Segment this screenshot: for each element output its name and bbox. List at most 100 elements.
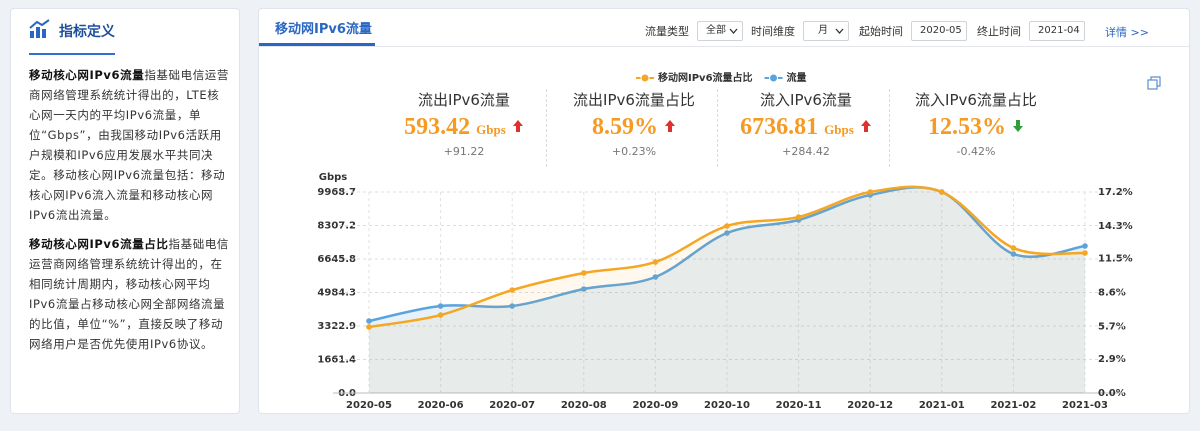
y-axis-unit: Gbps (319, 172, 348, 183)
term: 移动核心网IPv6流量 (29, 68, 145, 82)
y2-tick-label: 14.3% (1098, 221, 1133, 232)
title-underline (29, 53, 115, 55)
point (437, 303, 444, 309)
x-tick-label: 2020-11 (776, 400, 822, 411)
y2-tick-label: 11.5% (1098, 254, 1133, 265)
kpi-value-row: 6736.81 Gbps (721, 111, 891, 143)
point (437, 312, 444, 318)
x-tick-label: 2020-12 (847, 400, 893, 411)
definition-card: 指标定义 移动核心网IPv6流量指基础电信运营商网络管理系统统计得出的，LTE核… (10, 8, 240, 414)
point (795, 214, 802, 220)
kpi-separator (889, 89, 890, 167)
select[interactable]: 月 (803, 21, 849, 41)
point (724, 223, 730, 229)
legend-label[interactable]: 流量 (787, 71, 807, 84)
x-tick-label: 2021-01 (919, 400, 965, 411)
kpi-value: 593.42 (404, 114, 471, 140)
kpi-value-row: 593.42 Gbps (379, 111, 549, 143)
kpi-value-row: 12.53% (891, 111, 1061, 143)
y-tick-label: 8307.2 (317, 221, 356, 232)
kpi-value: 12.53% (928, 114, 1006, 140)
y-tick-label: 1661.4 (317, 355, 356, 366)
arrow-shape (512, 120, 523, 132)
tab-underline (259, 43, 375, 46)
arrow-shape (665, 120, 675, 132)
kpi-label: 流入IPv6流量占比 (915, 91, 1037, 109)
x-tick-label: 2020-10 (704, 400, 750, 411)
point (509, 287, 515, 293)
card-title: 指标定义 (59, 24, 115, 40)
definition-text: 移动核心网IPv6流量指基础电信运营商网络管理系统统计得出的，LTE核心网一天内… (29, 65, 231, 363)
kpi: 流入IPv6流量占比 12.53% -0.42% (891, 89, 1061, 158)
point (1082, 250, 1088, 256)
point (867, 189, 873, 195)
y-tick-label: 3322.9 (317, 321, 356, 332)
x-tick-label: 2020-09 (632, 400, 678, 411)
area (369, 186, 1085, 393)
y-tick-label: 4984.3 (317, 288, 356, 299)
select[interactable]: 全部 (697, 21, 743, 41)
kpi: 流出IPv6流量 593.42 Gbps +91.22 (379, 89, 549, 158)
paragraph: 移动核心网IPv6流量指基础电信运营商网络管理系统统计得出的，LTE核心网一天内… (29, 65, 231, 225)
point (581, 286, 587, 292)
point (724, 230, 730, 236)
y2-tick-label: 2.9% (1098, 354, 1126, 365)
point (1010, 251, 1017, 257)
filter-label: 时间维度 (751, 25, 795, 38)
definition: 指基础电信运营商网络管理系统统计得出的，LTE核心网一天内的平均IPv6流量，单… (29, 68, 230, 222)
divider (259, 46, 1189, 47)
detail-link[interactable]: 详情 >> (1105, 26, 1149, 39)
legend-marker (769, 73, 779, 83)
y2-tick-label: 17.2% (1098, 187, 1133, 198)
y-tick-label: 9968.7 (317, 187, 356, 198)
point (1082, 243, 1088, 249)
kpi-change: +91.22 (443, 145, 485, 158)
trend-arrow (860, 120, 871, 132)
y2-tick-label: 0.0% (1098, 388, 1126, 399)
kpi-separator (717, 89, 718, 167)
kpi-label: 流出IPv6流量 (418, 91, 510, 109)
filter-label: 终止时间 (977, 25, 1021, 38)
tab[interactable]: 移动网IPv6流量 (275, 22, 372, 37)
date-input[interactable]: 2021-04 (1029, 21, 1085, 41)
kpi-change: +0.23% (611, 145, 657, 158)
legend-marker (640, 73, 650, 83)
copy-icon[interactable] (1147, 76, 1161, 90)
chart-card: 移动网IPv6流量 流量类型 全部 时间维度 月 起始时间 2020-05 终止… (258, 8, 1190, 414)
kpi-unit: Gbps (824, 122, 854, 137)
x-tick-label: 2020-08 (561, 400, 607, 411)
y-tick-label: 6645.8 (317, 254, 356, 265)
kpi-label: 流出IPv6流量占比 (573, 91, 695, 109)
chevron (835, 28, 844, 34)
paragraph: 移动核心网IPv6流量占比指基础电信运营商网络管理系统统计得出的，在相同统计周期… (29, 234, 231, 354)
kpi-value: 6736.81 (740, 114, 819, 140)
title-icon (29, 19, 50, 38)
kpi-separator (546, 89, 547, 167)
y2-tick-label: 8.6% (1098, 288, 1126, 299)
select-value: 月 (818, 25, 828, 36)
point (939, 189, 945, 195)
x-tick-label: 2021-02 (990, 400, 1036, 411)
legend-label[interactable]: 移动网IPv6流量占比 (658, 71, 753, 84)
x-tick-label: 2020-07 (489, 400, 535, 411)
point (366, 324, 372, 330)
select-value: 全部 (706, 25, 726, 36)
x-tick-label: 2020-05 (346, 400, 392, 411)
definition: 指基础电信运营商网络管理系统统计得出的，在相同统计周期内，移动核心网平均IPv6… (29, 237, 230, 351)
x-tick-label: 2020-06 (418, 400, 464, 411)
date-input[interactable]: 2020-05 (911, 21, 967, 41)
chevron (729, 28, 738, 34)
kpi-value-row: 8.59% (549, 111, 719, 143)
kpi-change: +284.42 (782, 145, 830, 158)
kpi: 流入IPv6流量 6736.81 Gbps +284.42 (721, 89, 891, 158)
x-tick-label: 2021-03 (1062, 400, 1108, 411)
kpi-label: 流入IPv6流量 (760, 91, 852, 109)
trend-arrow (1013, 120, 1023, 132)
point (652, 274, 659, 280)
filter-label: 流量类型 (645, 25, 689, 38)
arrow-shape (1013, 120, 1023, 132)
area (369, 187, 1085, 393)
arrow-shape (860, 120, 871, 132)
